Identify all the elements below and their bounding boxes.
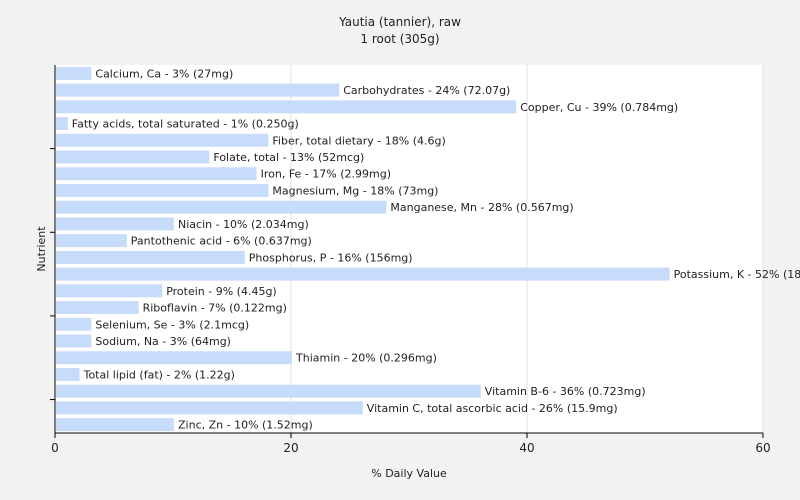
bar-label: Selenium, Se - 3% (2.1mcg) bbox=[95, 318, 249, 331]
bar-label: Iron, Fe - 17% (2.99mg) bbox=[261, 168, 391, 181]
bar-label: Sodium, Na - 3% (64mg) bbox=[95, 335, 231, 348]
x-tick-label: 40 bbox=[519, 441, 534, 455]
bar-label: Fiber, total dietary - 18% (4.6g) bbox=[272, 134, 445, 147]
chart-subtitle: 1 root (305g) bbox=[360, 32, 440, 46]
bar bbox=[56, 250, 245, 264]
bar bbox=[56, 401, 363, 415]
x-tick-label: 0 bbox=[51, 441, 59, 455]
bar bbox=[56, 351, 292, 365]
bar-label: Protein - 9% (4.45g) bbox=[166, 285, 277, 298]
bar bbox=[56, 83, 340, 97]
bar bbox=[56, 284, 163, 298]
bar bbox=[56, 234, 127, 248]
bar bbox=[56, 167, 257, 181]
bar-label: Niacin - 10% (2.034mg) bbox=[178, 218, 309, 231]
bar-label: Potassium, K - 52% (1824mg) bbox=[674, 268, 800, 281]
bar-label: Vitamin C, total ascorbic acid - 26% (15… bbox=[367, 402, 618, 415]
bar-label: Manganese, Mn - 28% (0.567mg) bbox=[390, 201, 573, 214]
x-axis-title: % Daily Value bbox=[371, 467, 447, 480]
bar-label: Magnesium, Mg - 18% (73mg) bbox=[272, 184, 438, 197]
bar-label: Zinc, Zn - 10% (1.52mg) bbox=[178, 419, 313, 432]
bar bbox=[56, 133, 269, 147]
bar-label: Calcium, Ca - 3% (27mg) bbox=[95, 67, 233, 80]
bar-label: Vitamin B-6 - 36% (0.723mg) bbox=[485, 385, 646, 398]
bar bbox=[56, 301, 139, 315]
bar bbox=[56, 100, 517, 114]
bar bbox=[56, 317, 92, 331]
y-axis-title: Nutrient bbox=[35, 226, 48, 272]
bar bbox=[56, 418, 174, 432]
bar-label: Pantothenic acid - 6% (0.637mg) bbox=[131, 235, 312, 248]
bar bbox=[56, 334, 92, 348]
bar bbox=[56, 267, 670, 281]
bar-label: Carbohydrates - 24% (72.07g) bbox=[343, 84, 510, 97]
bar bbox=[56, 384, 481, 398]
bar-label: Fatty acids, total saturated - 1% (0.250… bbox=[72, 118, 299, 131]
bar-label: Thiamin - 20% (0.296mg) bbox=[295, 352, 437, 365]
chart-title: Yautia (tannier), raw bbox=[339, 15, 461, 29]
bar bbox=[56, 200, 387, 214]
bar bbox=[56, 183, 269, 197]
x-tick-label: 60 bbox=[755, 441, 770, 455]
bar bbox=[56, 150, 210, 164]
bar bbox=[56, 117, 68, 131]
plot-area bbox=[55, 65, 763, 433]
bar-label: Folate, total - 13% (52mcg) bbox=[213, 151, 364, 164]
bar bbox=[56, 367, 80, 381]
bar bbox=[56, 66, 92, 80]
bar-label: Total lipid (fat) - 2% (1.22g) bbox=[83, 368, 235, 381]
bar bbox=[56, 217, 174, 231]
bar-label: Copper, Cu - 39% (0.784mg) bbox=[520, 101, 678, 114]
x-tick-label: 20 bbox=[283, 441, 298, 455]
bar-label: Riboflavin - 7% (0.122mg) bbox=[143, 302, 287, 315]
bar-label: Phosphorus, P - 16% (156mg) bbox=[249, 251, 413, 264]
